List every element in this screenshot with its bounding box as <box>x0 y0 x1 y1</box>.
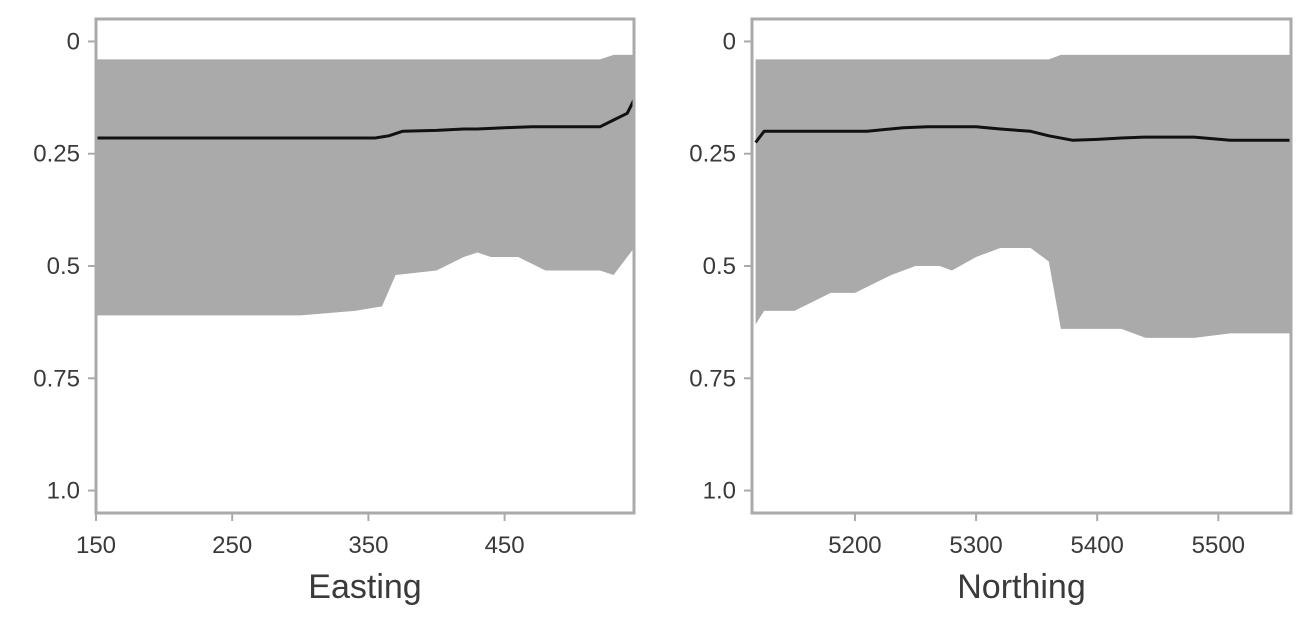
x-tick-label: 5200 <box>828 532 881 559</box>
x-axis-title: Northing <box>957 568 1086 606</box>
easting-panel: 0 0.25 0.5 0.75 1.0 150 250 350 450 Easting <box>33 17 636 606</box>
y-tick-label: 0 <box>723 28 736 55</box>
y-tick-label: 0.25 <box>689 141 736 168</box>
x-axis-title: Easting <box>308 568 421 606</box>
y-tick-label: 0 <box>67 28 80 55</box>
x-tick-label: 250 <box>212 532 252 559</box>
series-line <box>96 99 636 140</box>
y-tick-label: 1.0 <box>47 478 80 505</box>
confidence-band <box>96 54 634 316</box>
y-tick-label: 1.0 <box>703 478 736 505</box>
y-tick-label: 0.5 <box>47 253 80 280</box>
series-line <box>754 125 1291 144</box>
x-tick-label: 150 <box>76 532 116 559</box>
northing-panel: 0 0.25 0.5 0.75 1.0 5200 5300 5400 5500 Northing <box>689 17 1293 606</box>
x-tick-label: 5300 <box>949 532 1002 559</box>
x-tick-label: 450 <box>485 532 525 559</box>
y-tick-label: 0.75 <box>689 365 736 392</box>
confidence-band <box>755 54 1291 338</box>
x-tick-label: 350 <box>348 532 388 559</box>
x-tick-label: 5400 <box>1071 532 1124 559</box>
y-tick-label: 0.5 <box>703 253 736 280</box>
y-tick-label: 0.75 <box>33 365 80 392</box>
x-tick-label: 5500 <box>1192 532 1245 559</box>
y-tick-label: 0.25 <box>33 141 80 168</box>
